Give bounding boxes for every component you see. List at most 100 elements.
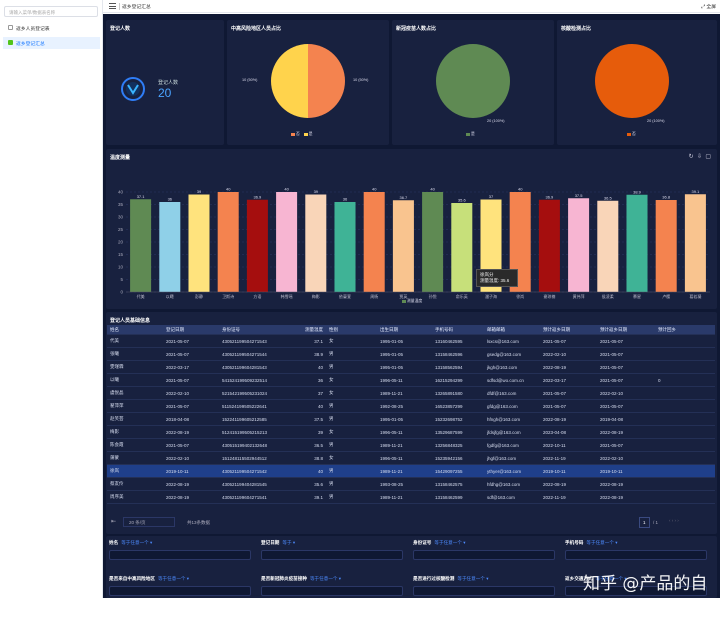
- table-cell: 2022-02-10: [543, 351, 567, 357]
- bar-value-label: 40: [430, 187, 435, 192]
- bar: [130, 199, 152, 292]
- bar-value-label: 35.6: [458, 198, 467, 203]
- table-cell: 2018-04-08: [166, 416, 190, 422]
- table-row[interactable]: 代美 2021-05-07 430521199504271543 37.1 女 1995-…: [107, 335, 715, 348]
- y-tick-label: 5: [120, 277, 123, 282]
- column-header[interactable]: 预计返乡日期: [543, 326, 570, 332]
- menu-icon[interactable]: [109, 3, 116, 9]
- stat-label: 登记人数: [158, 80, 179, 86]
- page-size-select[interactable]: 20 条/页: [123, 517, 175, 527]
- column-header[interactable]: 预计回乡: [658, 326, 676, 332]
- filter-input[interactable]: [261, 586, 403, 596]
- pager-first-icon[interactable]: ‹ ‹ › ›: [669, 518, 679, 523]
- table-row[interactable]: 周序美 2022-08-19 430521199604271541 39.1 男 1989…: [107, 491, 715, 504]
- pie-label: 10 (50%): [353, 78, 369, 82]
- filter-operator-select[interactable]: 等于任意一个 ▾: [586, 540, 618, 545]
- expand-button[interactable]: ⤢ 全屏: [701, 5, 716, 10]
- column-header[interactable]: 身份证号: [222, 326, 240, 332]
- table-cell: hfdhg@163.com: [487, 481, 521, 487]
- filter-operator-select[interactable]: 等于任意一个 ▾: [434, 540, 466, 545]
- table-cell: 1989-11-21: [380, 442, 403, 448]
- download-icon[interactable]: ⇩: [696, 154, 702, 160]
- filter-operator-select[interactable]: 等于任意一个 ▾: [457, 576, 489, 581]
- pie-legend: 否 是: [291, 132, 313, 137]
- column-header[interactable]: 邮箱邮箱: [487, 326, 505, 332]
- x-tick-label: 谢琼楠: [543, 293, 555, 299]
- bar-value-label: 39: [314, 189, 319, 194]
- column-header[interactable]: 性别: [329, 326, 338, 332]
- table-row[interactable]: 蔡友伶 2022-08-19 430521199404281545 35.6 男 1993…: [107, 478, 715, 491]
- bar-value-label: 37.1: [137, 194, 146, 199]
- table-row[interactable]: 虞悦晶 2022-02-10 521542199505231024 37 女 1989-1…: [107, 387, 715, 400]
- filter-label: 手机号码 等于任意一个 ▾: [565, 540, 618, 545]
- filter-input[interactable]: [261, 550, 403, 560]
- table-cell: 1989-11-21: [380, 468, 403, 474]
- filter-operator-select[interactable]: 等于任意一个 ▾: [595, 576, 627, 581]
- table-cell: 39.1: [314, 494, 323, 500]
- filter-input[interactable]: [565, 550, 707, 560]
- table-cell: 37.5: [314, 416, 323, 422]
- filter-operator-select[interactable]: 等于任意一个 ▾: [309, 576, 342, 581]
- table-cell: 2022-08-19: [600, 429, 624, 435]
- x-tick-label: 彭静: [195, 293, 203, 299]
- filter-input[interactable]: [109, 550, 251, 560]
- column-header[interactable]: 姓名: [110, 326, 119, 332]
- table-row[interactable]: 徐岚 2019-10-11 430521199504271542 40 男 1989-11…: [107, 465, 715, 478]
- filter-operator-select[interactable]: 等于 ▾: [282, 540, 296, 545]
- column-header[interactable]: 出生日期: [380, 326, 398, 332]
- table-cell: 13529687599: [435, 429, 463, 435]
- table-cell: 2021-05-07: [600, 377, 624, 383]
- table-cell: 2021-05-07: [166, 442, 190, 448]
- refresh-icon[interactable]: ↻: [688, 154, 694, 160]
- table-cell: 15232698752: [435, 416, 463, 422]
- table-row[interactable]: 陈会霞 2021-05-07 430515199402132648 36.5 男 1989…: [107, 439, 715, 452]
- x-tick-label: 俞乐英: [456, 293, 468, 299]
- pager-prev-icon[interactable]: ⇤: [111, 519, 117, 525]
- bar: [246, 199, 268, 292]
- column-header[interactable]: 手机号码: [435, 326, 453, 332]
- table-cell: 1996-05-11: [380, 429, 403, 435]
- filter-operator-select[interactable]: 等于任意一个 ▾: [121, 540, 153, 545]
- table-row[interactable]: 翟萍萍 2021-05-07 511524199505222641 40 男 1992-0…: [107, 400, 715, 413]
- table-cell: 430521199604271541: [222, 494, 267, 500]
- bar: [305, 194, 327, 292]
- page-number-input[interactable]: 1: [639, 517, 650, 528]
- table-cell: 2019-10-11: [166, 468, 189, 474]
- table-row[interactable]: 梅影 2022-08-19 512415199505215213 39 女 1996-05…: [107, 426, 715, 439]
- filter-input[interactable]: [413, 586, 555, 596]
- bar-value-label: 38.9: [633, 189, 642, 194]
- table-cell: 0: [658, 377, 661, 383]
- column-header[interactable]: 预计返乡日期: [600, 326, 627, 332]
- table-cell: 虞悦晶: [110, 390, 124, 395]
- filter-input[interactable]: [565, 586, 707, 596]
- table-row[interactable]: 赵笑芸 2018-04-08 152241199605212585 37.5 男 1995…: [107, 413, 715, 426]
- column-header[interactable]: 登记日期: [166, 326, 184, 332]
- bar: [276, 192, 298, 292]
- table-cell: 39: [317, 429, 323, 435]
- column-header[interactable]: 测量温度: [305, 326, 323, 332]
- fullscreen-icon[interactable]: ▢: [705, 154, 711, 160]
- filter-operator-select[interactable]: 等于任意一个 ▾: [157, 576, 190, 581]
- table-cell: 蒲蒙: [110, 455, 119, 460]
- table-cell: 40: [317, 364, 323, 370]
- x-tick-label: 孙悦: [429, 293, 437, 299]
- table-cell: fgdfg@163.com: [487, 442, 519, 448]
- y-tick-label: 35: [118, 202, 124, 207]
- sidebar-item-register-table[interactable]: 返乡人员登记表: [3, 22, 100, 34]
- sidebar-search-input[interactable]: 请输入菜单/数据表名称: [4, 6, 98, 17]
- table-cell: sdf@163.com: [487, 494, 515, 500]
- pagination: ⇤ 20 条/页 共13条数据 1 / 1 ‹ ‹ › ›: [107, 516, 715, 530]
- table-cell: 1989-11-21: [380, 390, 403, 396]
- table-cell: 16523857299: [435, 403, 463, 409]
- table-row[interactable]: 张曦 2021-05-07 430521199504271544 38.9 男 1995-…: [107, 348, 715, 361]
- filter-input[interactable]: [109, 586, 251, 596]
- bar: [188, 194, 210, 292]
- sidebar-item-summary[interactable]: 返乡登记汇总: [3, 37, 100, 49]
- table-cell: 2022-08-19: [166, 494, 190, 500]
- filter-label: 身份证号 等于任意一个 ▾: [413, 540, 466, 545]
- table-row[interactable]: 以曦 2021-05-07 541524199509232514 36 女 1996-05…: [107, 374, 715, 387]
- table-row[interactable]: 蒲蒙 2022-02-10 151248115502944512 38.8 女 1996-…: [107, 452, 715, 465]
- filter-input[interactable]: [413, 550, 555, 560]
- table-row[interactable]: 雯瑾霖 2022-03-17 430521199604281543 40 男 1995-0…: [107, 361, 715, 374]
- table-cell: 1993-08-25: [380, 481, 404, 487]
